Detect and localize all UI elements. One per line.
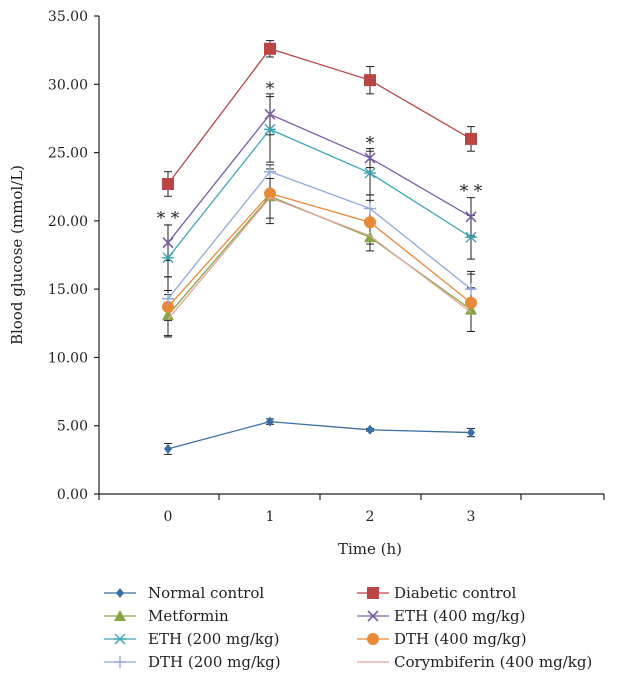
- data-point: [465, 283, 477, 296]
- data-point: [465, 231, 477, 243]
- legend-label: DTH (200 mg/kg): [148, 653, 281, 671]
- significance-marker: * *: [157, 209, 180, 229]
- marker-stroke: [364, 152, 376, 164]
- series-line: [167, 113, 472, 244]
- marker-stroke: [264, 108, 276, 120]
- y-axis-label: Blood glucose (mmol/L): [8, 165, 26, 345]
- axes: 0.00 5.00 10.00 15.00 20.00 25.00 30.00 35.00 0 1…: [48, 9, 605, 525]
- x-axis-label: Time (h): [338, 540, 402, 558]
- data-point: [264, 187, 276, 200]
- legend-item: Normal control: [104, 584, 264, 602]
- legend-label: ETH (400 mg/kg): [394, 607, 525, 625]
- data-point: [264, 108, 276, 120]
- y-tick-label: 35.00: [48, 9, 88, 25]
- y-tick-label: 5.00: [57, 419, 88, 435]
- legend-label: ETH (200 mg/kg): [148, 630, 279, 648]
- significance-marker: *: [366, 133, 375, 153]
- legend-item: ETH (400 mg/kg): [357, 607, 525, 625]
- data-point: [465, 132, 477, 145]
- data-point: [465, 303, 477, 315]
- error-bars: [164, 40, 475, 455]
- data-point: [465, 211, 477, 223]
- series-line: [167, 128, 472, 259]
- series-line: [167, 192, 472, 308]
- legend-label: Corymbiferin (400 mg/kg): [394, 653, 592, 671]
- series-7: [167, 196, 472, 320]
- legend-item: DTH (400 mg/kg): [357, 630, 527, 648]
- legend-marker: [114, 610, 126, 621]
- series-1: [162, 42, 477, 190]
- legend-label: DTH (400 mg/kg): [394, 630, 527, 648]
- series-6: [162, 165, 477, 305]
- legend-marker: [367, 633, 379, 645]
- legend-label: Normal control: [148, 584, 264, 602]
- data-point: [364, 216, 376, 229]
- series-5: [162, 187, 477, 313]
- data-point: [264, 165, 276, 178]
- data-point: [264, 123, 276, 135]
- data-point: [164, 443, 172, 454]
- data-point: [364, 152, 376, 164]
- significance-marker: *: [266, 79, 275, 99]
- data-point: [162, 309, 174, 321]
- series-3: [162, 108, 477, 249]
- data-point: [162, 237, 174, 249]
- data-point: [162, 252, 174, 264]
- marker-stroke: [367, 610, 379, 622]
- series-0: [164, 416, 475, 454]
- series-line: [167, 420, 472, 450]
- x-tick-label: 0: [164, 509, 173, 525]
- series-line: [167, 170, 472, 300]
- y-tick-label: 30.00: [48, 77, 88, 93]
- plot-area: * * * * * *: [157, 40, 483, 455]
- data-point: [364, 167, 376, 179]
- legend-marker: [367, 587, 379, 599]
- legend-marker: [114, 656, 126, 668]
- legend-marker: [116, 588, 124, 598]
- data-point: [364, 74, 376, 87]
- legend-marker: [367, 610, 379, 622]
- series-2: [162, 190, 477, 321]
- legend-item: Diabetic control: [357, 584, 517, 602]
- legend-item: Metformin: [104, 607, 229, 625]
- series-line: [167, 196, 472, 320]
- data-point: [366, 424, 374, 435]
- data-point: [162, 300, 174, 313]
- marker-stroke: [465, 211, 477, 223]
- legend: Normal control Diabetic control Metformin E…: [104, 584, 592, 671]
- significance-marker: * *: [460, 181, 483, 201]
- data-point: [467, 427, 475, 438]
- data-point: [162, 292, 174, 305]
- y-tick-label: 20.00: [48, 214, 88, 230]
- x-tick-label: 2: [366, 509, 375, 525]
- y-tick-label: 0.00: [57, 487, 88, 503]
- data-point: [364, 202, 376, 215]
- y-tick-label: 15.00: [48, 282, 88, 298]
- series-4: [162, 123, 477, 264]
- y-tick-label: 10.00: [48, 350, 88, 366]
- data-point: [264, 42, 276, 55]
- legend-marker: [114, 633, 126, 645]
- legend-label: Diabetic control: [394, 584, 517, 602]
- x-tick-label: 1: [266, 509, 275, 525]
- legend-item: Corymbiferin (400 mg/kg): [357, 653, 592, 671]
- marker-stroke: [162, 237, 174, 249]
- y-tick-label: 25.00: [48, 146, 88, 162]
- data-point: [465, 296, 477, 309]
- x-tick-label: 3: [467, 509, 476, 525]
- data-point: [266, 416, 274, 427]
- legend-item: ETH (200 mg/kg): [104, 630, 279, 648]
- data-point: [162, 177, 174, 190]
- legend-item: DTH (200 mg/kg): [104, 653, 281, 671]
- legend-label: Metformin: [148, 607, 229, 625]
- series-line: [167, 48, 472, 185]
- data-point: [364, 231, 376, 243]
